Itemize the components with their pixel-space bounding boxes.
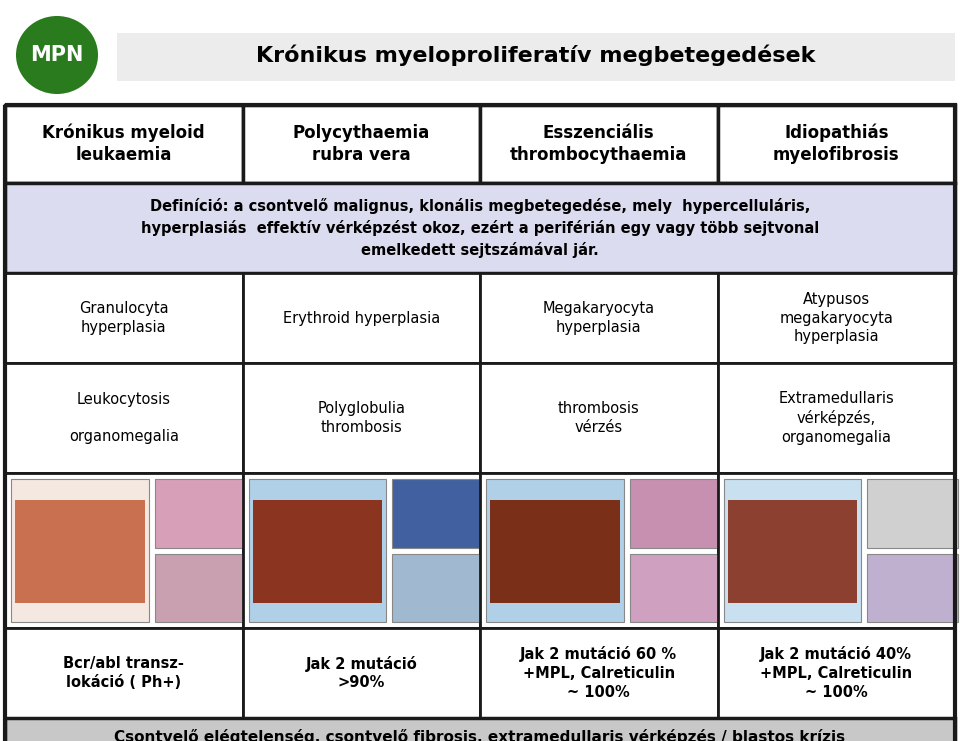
Text: Krónikus myeloproliferatív megbetegedések: Krónikus myeloproliferatív megbetegedése… <box>256 44 816 66</box>
Bar <box>155 479 245 548</box>
Text: Granulocyta
hyperplasia: Granulocyta hyperplasia <box>79 301 169 335</box>
Text: Csontvelő elégtelenség, csontvelő fibrosis, extramedullaris vérképzés / blastos : Csontvelő elégtelenség, csontvelő fibros… <box>114 729 846 741</box>
Bar <box>480 273 717 363</box>
Bar <box>490 500 620 603</box>
Text: Idiopathiás
myelofibrosis: Idiopathiás myelofibrosis <box>773 124 900 165</box>
Text: Extramedullaris
vérképzés,
organomegalia: Extramedullaris vérképzés, organomegalia <box>779 391 894 445</box>
Bar <box>5 473 243 628</box>
Bar <box>724 479 861 622</box>
Bar <box>243 363 480 473</box>
Text: Polycythaemia
rubra vera: Polycythaemia rubra vera <box>293 124 430 164</box>
Text: Polyglobulia
thrombosis: Polyglobulia thrombosis <box>317 401 405 435</box>
Text: Megakaryocyta
hyperplasia: Megakaryocyta hyperplasia <box>542 301 655 335</box>
Text: Jak 2 mutáció 60 %
+MPL, Calreticulin
~ 100%: Jak 2 mutáció 60 % +MPL, Calreticulin ~ … <box>520 646 678 700</box>
Bar <box>5 718 955 741</box>
Bar <box>249 479 386 622</box>
Bar <box>5 628 243 718</box>
Bar <box>5 105 243 183</box>
Bar <box>867 479 957 548</box>
Text: Atypusos
megakaryocyta
hyperplasia: Atypusos megakaryocyta hyperplasia <box>780 292 893 344</box>
Bar <box>393 479 483 548</box>
Text: Jak 2 mutáció 40%
+MPL, Calreticulin
~ 100%: Jak 2 mutáció 40% +MPL, Calreticulin ~ 1… <box>760 646 912 700</box>
Bar <box>717 473 955 628</box>
Bar <box>11 479 149 622</box>
Bar <box>393 554 483 622</box>
Bar <box>480 105 717 183</box>
Bar <box>5 5 955 105</box>
Bar <box>630 554 720 622</box>
Bar <box>5 273 243 363</box>
Text: Erythroid hyperplasia: Erythroid hyperplasia <box>282 310 440 325</box>
Bar <box>630 479 720 548</box>
Bar <box>155 554 245 622</box>
Bar <box>5 183 955 273</box>
Bar <box>728 500 857 603</box>
Text: Bcr/abl transz-
lokáció ( Ph+): Bcr/abl transz- lokáció ( Ph+) <box>63 657 184 690</box>
Bar <box>480 473 717 628</box>
Bar <box>480 363 717 473</box>
Bar <box>486 479 624 622</box>
Bar <box>15 500 145 603</box>
Bar <box>117 33 955 81</box>
Bar <box>243 273 480 363</box>
Bar <box>252 500 382 603</box>
Bar <box>5 363 243 473</box>
Bar <box>717 105 955 183</box>
Bar <box>717 363 955 473</box>
Bar <box>243 628 480 718</box>
Bar <box>717 273 955 363</box>
Text: Definíció: a csontvelő malignus, klonális megbetegedése, mely  hypercelluláris,
: Definíció: a csontvelő malignus, klonáli… <box>141 198 819 259</box>
Text: MPN: MPN <box>31 45 84 65</box>
Text: thrombosis
vérzés: thrombosis vérzés <box>558 401 639 435</box>
Bar <box>243 105 480 183</box>
Text: Leukocytosis

organomegalia: Leukocytosis organomegalia <box>69 392 179 444</box>
Bar <box>717 628 955 718</box>
Text: Krónikus myeloid
leukaemia: Krónikus myeloid leukaemia <box>42 124 205 165</box>
Bar <box>243 473 480 628</box>
Text: Esszenciális
thrombocythaemia: Esszenciális thrombocythaemia <box>510 124 687 164</box>
Bar <box>867 554 957 622</box>
Ellipse shape <box>16 16 98 94</box>
Text: Jak 2 mutáció
>90%: Jak 2 mutáció >90% <box>305 656 418 691</box>
Bar <box>5 105 955 741</box>
Bar <box>480 628 717 718</box>
